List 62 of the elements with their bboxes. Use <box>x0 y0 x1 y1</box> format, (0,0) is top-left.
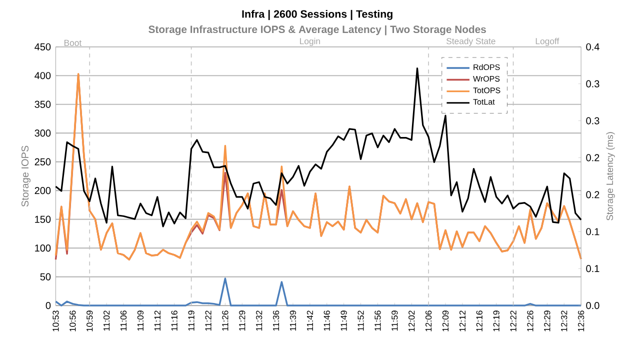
x-tick-label: 10:56 <box>70 310 76 332</box>
x-tick-label: 11:19 <box>188 310 194 331</box>
x-tick-label: 11:02 <box>104 310 110 331</box>
x-tick-label: 12:16 <box>476 310 482 332</box>
y2-tick-label: 0.0 <box>586 302 600 310</box>
x-tick-label: 11:06 <box>120 310 127 331</box>
y2-tick-label: 0.1 <box>586 265 600 272</box>
y-axis-title: Storage IOPS <box>21 146 31 207</box>
x-tick-label: 11:16 <box>171 310 178 331</box>
legend-label: TotLat <box>473 99 495 105</box>
x-tick-label: 12:12 <box>459 310 466 332</box>
x-tick-label: 11:29 <box>239 310 246 331</box>
x-tick-label: 11:59 <box>392 310 398 331</box>
x-tick-label: 11:42 <box>306 310 313 331</box>
y2-tick-label: 0.2 <box>586 191 600 198</box>
y-tick-label: 250 <box>34 158 51 166</box>
x-tick-label: 11:52 <box>358 310 364 331</box>
x-tick-label: 11:46 <box>324 310 330 331</box>
y-tick-label: 300 <box>34 130 51 137</box>
text: Logoff <box>536 38 560 46</box>
legend-label: WrOPS <box>473 76 500 82</box>
text: Boot <box>64 40 82 46</box>
x-tick-label: 12:36 <box>578 310 584 332</box>
text: Login <box>300 38 320 46</box>
y-tick-label: 450 <box>34 43 51 50</box>
x-tick-label: 10:59 <box>86 310 93 332</box>
y2-tick-label: 0.1 <box>586 228 600 236</box>
y2-tick-label: 0.2 <box>586 154 600 162</box>
text: Steady State <box>446 38 496 46</box>
x-tick-label: 10:53 <box>52 310 59 332</box>
y-tick-label: 100 <box>35 244 51 252</box>
y-tick-label: 350 <box>34 100 51 108</box>
x-tick-label: 11:26 <box>222 310 228 331</box>
x-tick-label: 12:02 <box>408 310 415 332</box>
x-tick-label: 11:56 <box>374 310 381 331</box>
x-tick-label: 11:22 <box>205 310 212 331</box>
x-tick-label: 11:39 <box>290 310 296 331</box>
x-tick-label: 11:49 <box>340 310 347 331</box>
y2-tick-label: 0.4 <box>586 43 600 50</box>
y-tick-label: 0 <box>46 302 51 310</box>
y-tick-label: 200 <box>34 187 51 194</box>
y2-tick-label: 0.3 <box>586 117 600 124</box>
x-tick-label: 11:36 <box>272 310 280 331</box>
legend-label: RdOPS <box>474 64 500 70</box>
y-tick-label: 50 <box>40 273 51 280</box>
y-tick-label: 150 <box>35 216 51 223</box>
x-tick-label: 11:12 <box>154 310 160 331</box>
x-tick-label: 12:22 <box>510 310 516 332</box>
x-tick-label: 12:09 <box>442 310 449 332</box>
x-tick-label: 12:26 <box>527 310 534 332</box>
x-tick-label: 12:19 <box>493 310 500 332</box>
chart-title: Infra | 2600 Sessions | Testing <box>242 10 392 20</box>
y2-tick-label: 0.3 <box>586 80 600 88</box>
x-tick-label: 12:29 <box>544 310 550 332</box>
y-tick-label: 400 <box>34 72 51 80</box>
x-tick-label: 11:09 <box>137 310 144 331</box>
x-tick-label: 12:06 <box>425 310 432 332</box>
legend-label: TotOPS <box>473 88 500 94</box>
y2-axis-title: Storage Latency (ms) <box>606 132 615 220</box>
x-tick-label: 12:32 <box>561 310 568 332</box>
chart-subtitle: Storage Infrastructure IOPS & Average Latency | Two Storage Nodes <box>148 25 486 36</box>
x-tick-label: 11:32 <box>256 310 262 331</box>
